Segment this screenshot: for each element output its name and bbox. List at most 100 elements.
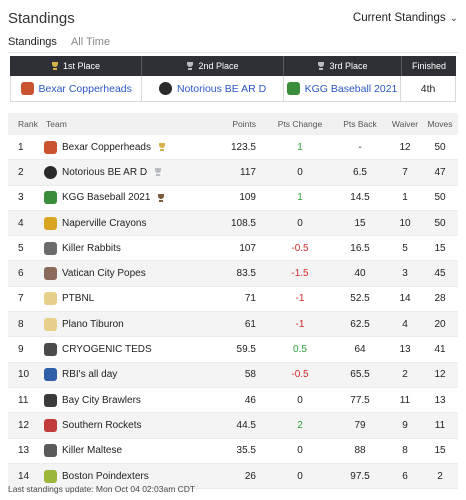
- moves-cell: 20: [434, 318, 446, 330]
- team-cell: KGG Baseball 2021: [42, 191, 210, 205]
- table-header: Rank Team Points Pts Change Pts Back Wai…: [8, 113, 458, 135]
- col-pts-change-header[interactable]: Pts Change: [277, 119, 323, 129]
- pts-change-cell: 0: [297, 394, 303, 406]
- points-cell: 107: [239, 242, 256, 254]
- moves-cell: 15: [434, 242, 446, 254]
- waiver-cell: 10: [399, 217, 411, 229]
- podium-third-cell[interactable]: KGG Baseball 2021: [284, 76, 402, 101]
- tab-standings[interactable]: Standings: [8, 36, 57, 48]
- silver-trophy-icon: [186, 62, 194, 70]
- col-points-header[interactable]: Points: [232, 119, 256, 129]
- tab-all-time[interactable]: All Time: [70, 36, 111, 48]
- waiver-cell: 13: [399, 344, 411, 356]
- team-name-link[interactable]: Killer Rabbits: [62, 242, 121, 254]
- podium-first-team-link[interactable]: Bexar Copperheads: [38, 82, 132, 95]
- points-cell: 46: [244, 394, 256, 406]
- standings-dropdown[interactable]: Current Standings ⌄: [353, 12, 458, 24]
- col-rank-header[interactable]: Rank: [18, 119, 38, 129]
- chevron-down-icon: ⌄: [449, 12, 458, 24]
- pts-change-cell: 0.5: [293, 344, 307, 356]
- pts-back-cell: 52.5: [350, 293, 370, 305]
- waiver-cell: 11: [399, 394, 411, 406]
- rank-cell: 6: [18, 268, 24, 280]
- team-name-link[interactable]: Boston Poindexters: [62, 470, 149, 482]
- podium-second-cell[interactable]: Notorious BE AR D: [142, 76, 284, 101]
- team-avatar-icon: [44, 317, 57, 331]
- team-name-link[interactable]: RBI's all day: [62, 369, 118, 381]
- team-cell: Southern Rockets: [42, 418, 210, 432]
- team-cell: Plano Tiburon: [42, 317, 210, 331]
- last-update-text: Last standings update: Mon Oct 04 02:03a…: [8, 484, 196, 494]
- waiver-cell: 6: [402, 470, 408, 482]
- points-cell: 58: [244, 369, 256, 381]
- team-avatar-icon: [44, 292, 57, 306]
- pts-change-cell: -1: [295, 293, 305, 305]
- team-name-link[interactable]: Naperville Crayons: [62, 217, 147, 229]
- trophy-icon: [317, 62, 325, 70]
- team-cell: CRYOGENIC TEDS: [42, 343, 210, 357]
- team-cell: Bexar Copperheads: [42, 140, 210, 154]
- team-name-link[interactable]: PTBNL: [62, 293, 95, 305]
- rank-cell: 3: [18, 192, 24, 204]
- team-cell: PTBNL: [42, 292, 210, 306]
- silver-trophy-icon: [154, 168, 162, 177]
- rank-cell: 12: [18, 419, 30, 431]
- moves-cell: 50: [434, 217, 446, 229]
- moves-cell: 15: [434, 445, 446, 457]
- team-name-link[interactable]: Notorious BE AR D: [62, 166, 148, 178]
- team-name-link[interactable]: KGG Baseball 2021: [62, 192, 151, 204]
- waiver-cell: 12: [399, 141, 411, 153]
- pts-change-cell: 1: [297, 141, 303, 153]
- pts-back-cell: 6.5: [353, 166, 367, 178]
- team-avatar-icon: [44, 469, 57, 483]
- team-cell: Naperville Crayons: [42, 216, 210, 230]
- moves-cell: 2: [437, 470, 443, 482]
- col-moves-header[interactable]: Moves: [427, 119, 453, 129]
- table-row: 6 Vatican City Popes 83.5 -1.5 40 3 45: [8, 261, 458, 287]
- team-avatar-icon: [44, 393, 57, 407]
- points-cell: 61: [244, 318, 256, 330]
- pts-back-cell: 88: [354, 445, 366, 457]
- podium-first-cell[interactable]: Bexar Copperheads: [11, 76, 143, 101]
- pts-back-cell: 62.5: [350, 318, 370, 330]
- col-pts-back-header[interactable]: Pts Back: [343, 119, 377, 129]
- waiver-cell: 9: [402, 419, 408, 431]
- podium-third-team-link[interactable]: KGG Baseball 2021: [304, 82, 398, 95]
- gold-trophy-icon: [158, 143, 166, 152]
- podium-second-team-link[interactable]: Notorious BE AR D: [176, 82, 267, 95]
- table-row: 12 Southern Rockets 44.5 2 79 9 11: [8, 413, 458, 439]
- team-name-link[interactable]: Vatican City Popes: [62, 268, 146, 280]
- pts-back-cell: 16.5: [350, 242, 370, 254]
- rank-cell: 4: [18, 217, 24, 229]
- team-name-link[interactable]: CRYOGENIC TEDS: [62, 344, 152, 356]
- team-name-link[interactable]: Southern Rockets: [62, 419, 142, 431]
- table-row: 7 PTBNL 71 -1 52.5 14 28: [8, 287, 458, 313]
- moves-cell: 50: [434, 141, 446, 153]
- team-avatar-icon: [44, 165, 57, 179]
- pts-back-cell: 64: [354, 344, 366, 356]
- team-avatar-icon: [44, 368, 57, 382]
- team-name-link[interactable]: Plano Tiburon: [62, 318, 124, 330]
- subtabs: Standings All Time: [8, 36, 110, 48]
- waiver-cell: 4: [402, 318, 408, 330]
- rank-cell: 7: [18, 293, 24, 305]
- rank-cell: 2: [18, 166, 24, 178]
- team-name-link[interactable]: Bay City Brawlers: [62, 394, 141, 406]
- team-name-link[interactable]: Killer Maltese: [62, 445, 123, 457]
- waiver-cell: 7: [402, 166, 408, 178]
- team-name-link[interactable]: Bexar Copperheads: [62, 141, 151, 153]
- divider: [8, 52, 458, 53]
- points-cell: 35.5: [236, 445, 256, 457]
- table-row: 13 Killer Maltese 35.5 0 88 8 15: [8, 439, 458, 464]
- pts-back-cell: 15: [354, 217, 366, 229]
- team-avatar-icon: [158, 82, 172, 95]
- points-cell: 123.5: [230, 141, 256, 153]
- standings-table: Rank Team Points Pts Change Pts Back Wai…: [8, 113, 458, 490]
- points-cell: 44.5: [236, 419, 256, 431]
- col-team-header[interactable]: Team: [46, 119, 67, 129]
- points-cell: 71: [244, 293, 256, 305]
- pts-back-cell: 65.5: [350, 369, 370, 381]
- team-avatar-icon: [44, 343, 57, 357]
- col-waiver-header[interactable]: Waiver: [391, 119, 419, 129]
- pts-change-cell: -0.5: [291, 242, 309, 254]
